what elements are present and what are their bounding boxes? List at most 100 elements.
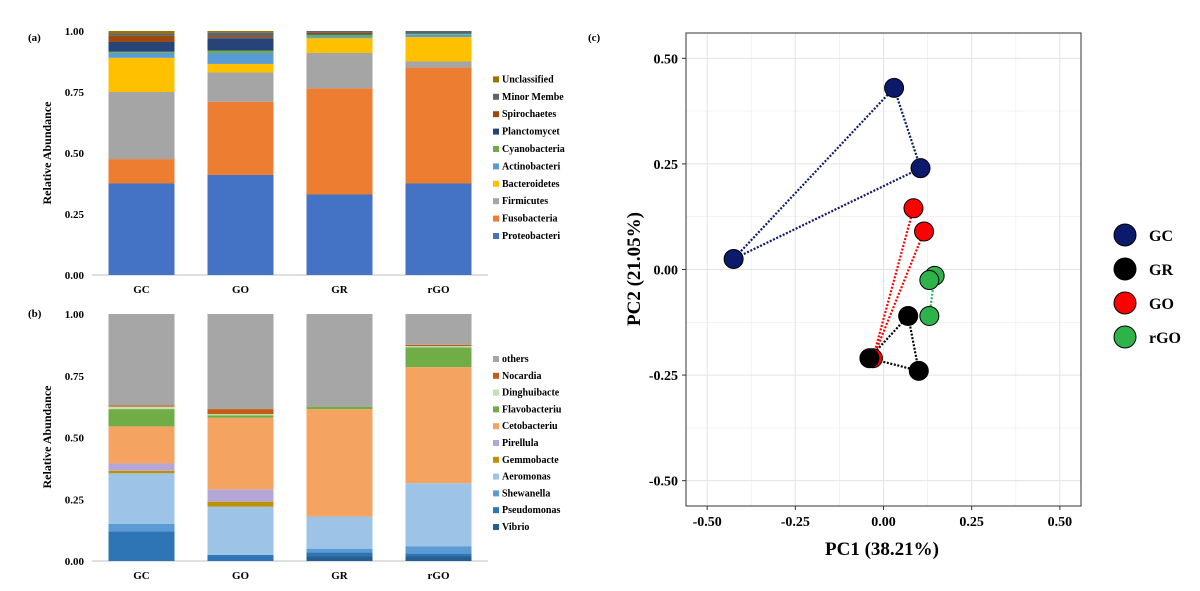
b-bar-flavobacterium-rgo <box>405 347 472 368</box>
a-legend-label: Fusobacteria <box>502 214 558 225</box>
a-legend-swatch <box>493 215 499 222</box>
b-legend-label: Shewanella <box>502 488 550 499</box>
a-bar-bacteroidetes-go <box>207 63 274 73</box>
panel-b-label: (b) <box>28 308 42 320</box>
a-legend-label: Planctomycet <box>502 127 560 138</box>
b-legend-swatch <box>493 406 499 413</box>
b-legend-label: Pseudomonas <box>502 505 560 516</box>
legend-marker-gr <box>1113 257 1137 281</box>
panel-a-legend: Proteobacteri Fusobacteria Firmicutes Bacte… <box>493 74 565 242</box>
b-y-tick-label: 0.25 <box>65 494 85 506</box>
panel-c: (c) PC1 (38.21%) PC2 (21.05%) -0.50 -0.25… <box>588 32 1181 560</box>
a-y-tick-label: 1.00 <box>65 26 85 38</box>
b-legend-label: Dinghuibacte <box>502 388 560 399</box>
data-point-gr <box>898 305 919 326</box>
panel-b-ylabel: Relative Abundance <box>40 385 54 489</box>
a-bar-firmicutes-rgo <box>405 61 472 68</box>
b-legend-label: Flavobacteriu <box>502 404 562 415</box>
x-tick-label: 0.25 <box>959 515 984 530</box>
a-bar-fusobacteria-go <box>207 101 274 175</box>
a-bar-cyanobacteria-gc <box>108 51 175 53</box>
b-bar-aeromonas-go <box>207 506 274 555</box>
b-legend-swatch <box>493 440 499 446</box>
a-bar-actinobacteria-go <box>207 52 274 64</box>
a-legend-label: Minor Membe <box>502 92 564 103</box>
a-legend-swatch <box>493 76 499 83</box>
a-bar-fusobacteria-gr <box>306 88 373 195</box>
b-bar-cetobacterium-rgo <box>405 367 472 484</box>
data-point-gr <box>859 348 880 369</box>
b-y-tick-label: 0.75 <box>65 371 85 383</box>
data-point-go <box>914 221 935 242</box>
a-bar-unclassified-go <box>207 31 274 33</box>
b-bar-dinghuibacter-go <box>207 414 274 416</box>
panel-a-ylabel: Relative Abundance <box>40 101 54 205</box>
x-tick-label: 0.50 <box>1048 515 1073 530</box>
y-tick-label: 0.50 <box>654 52 679 67</box>
panel-c-label: (c) <box>588 32 601 44</box>
b-bar-others-gr <box>306 314 373 407</box>
legend-label-go: GO <box>1149 296 1174 313</box>
a-bar-fusobacteria-rgo <box>405 67 472 184</box>
b-bar-nocardia-go <box>207 409 274 415</box>
panel-a-label: (a) <box>28 32 41 44</box>
b-bar-vibrio-gr <box>306 556 373 561</box>
a-legend-label: Cyanobacteria <box>502 144 565 155</box>
b-bar-aeromonas-rgo <box>405 483 472 547</box>
a-y-tick-label: 0.00 <box>65 270 85 282</box>
b-legend-swatch <box>493 389 499 396</box>
a-bar-actinobacteria-gc <box>108 52 175 58</box>
b-bar-shewanella-gr <box>306 548 373 553</box>
legend-label-rgo: rGO <box>1149 330 1181 347</box>
a-bar-planctomycetes-go <box>207 38 274 51</box>
a-bar-spirochaetes-gc <box>108 35 175 42</box>
a-category-label: rGO <box>428 284 450 296</box>
plot-border <box>685 32 1082 507</box>
a-bar-planctomycetes-rgo <box>405 32 472 34</box>
a-bar-proteobacteria-gc <box>108 183 175 275</box>
panel-b-legend: Vibrio Pseudomonas Shewanella Aeromonas Gemm… <box>493 354 562 533</box>
b-legend-label: Aeromonas <box>502 472 551 483</box>
a-legend-swatch <box>493 163 499 170</box>
legend-marker-gc <box>1113 223 1137 247</box>
b-legend-label: Vibrio <box>502 522 529 533</box>
y-tick-label: -0.50 <box>649 475 678 490</box>
b-y-tick-label: 0.50 <box>65 433 85 445</box>
b-y-tick-label: 0.00 <box>65 556 85 568</box>
a-legend-label: Proteobacteri <box>502 231 560 242</box>
b-legend-label: Gemmobacte <box>502 455 559 466</box>
b-legend-label: others <box>502 354 529 365</box>
x-tick-label: 0.00 <box>871 515 896 530</box>
b-bar-pseudomonas-gc <box>108 531 175 561</box>
a-legend-label: Unclassified <box>502 74 554 85</box>
b-legend-swatch <box>493 372 499 379</box>
a-bar-firmicutes-gr <box>306 52 373 89</box>
b-legend-swatch <box>493 456 499 463</box>
data-point-gc <box>723 248 744 269</box>
a-legend-label: Firmicutes <box>502 196 548 207</box>
a-bar-firmicutes-go <box>207 72 274 102</box>
a-y-tick-label: 0.75 <box>65 87 85 99</box>
b-category-label: GO <box>232 570 250 582</box>
b-bar-shewanella-gc <box>108 523 175 532</box>
a-bar-bacteroidetes-rgo <box>405 37 472 62</box>
a-bar-spirochaetes-gr <box>306 32 373 34</box>
a-bar-cyanobacteria-rgo <box>405 33 472 35</box>
a-legend-swatch <box>493 233 499 239</box>
data-point-rgo <box>919 270 940 291</box>
a-bar-actinobacteria-rgo <box>405 34 472 38</box>
b-legend-label: Pirellula <box>502 438 538 449</box>
b-bar-aeromonas-gr <box>306 516 373 549</box>
a-legend-swatch <box>493 93 499 100</box>
b-category-label: GR <box>331 570 349 582</box>
data-point-go <box>903 198 924 219</box>
b-bar-nocardia-rgo <box>405 344 472 347</box>
legend-marker-go <box>1113 291 1137 315</box>
panel-b-axes: 0.00 0.25 0.50 0.75 1.00 GC GO GR rGO <box>65 309 488 582</box>
connector-line-go <box>871 207 915 359</box>
b-legend-swatch <box>493 524 499 530</box>
panel-b: (b) Relative Abundance 0.00 0.25 0.50 0.75 1… <box>28 308 562 582</box>
b-bar-pseudomonas-rgo <box>405 553 472 557</box>
b-bar-pseudomonas-gr <box>306 552 373 557</box>
